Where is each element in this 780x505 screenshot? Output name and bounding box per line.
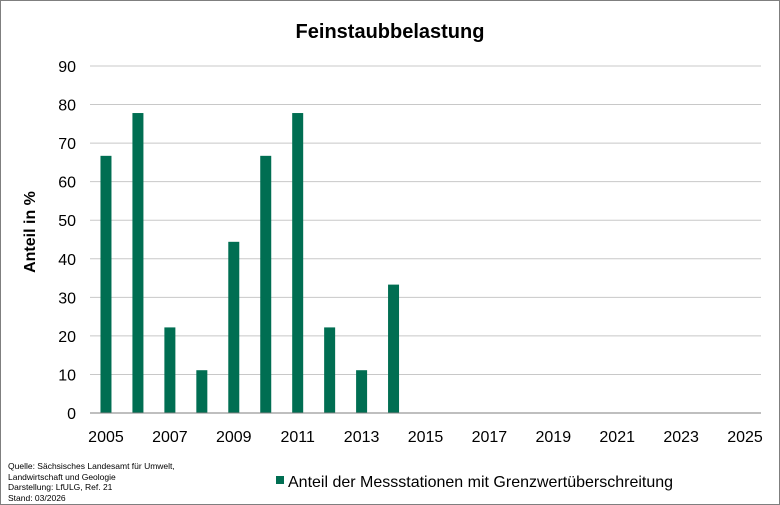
- x-tick-label: 2005: [88, 429, 124, 446]
- x-tick-label: 2019: [536, 429, 572, 446]
- source-line: Stand: 03/2026: [8, 492, 66, 503]
- y-tick-label: 0: [67, 406, 76, 423]
- y-tick-label: 70: [58, 136, 76, 153]
- x-tick-labels: 2005 2007 2009 2011 2013 2015 2017 2019 2021 2023…: [88, 429, 763, 446]
- x-tick-label: 2009: [216, 429, 252, 446]
- bar: [132, 113, 144, 413]
- y-tick-label: 80: [58, 98, 76, 115]
- bars: [100, 113, 400, 413]
- source-line: Darstellung: LfULG, Ref. 21: [8, 482, 113, 492]
- y-tick-labels: 0 10 20 30 40 50 60 70 80 90: [58, 59, 76, 423]
- legend-swatch: [276, 476, 284, 484]
- x-tick-label: 2013: [344, 429, 380, 446]
- gridlines: [90, 65, 761, 375]
- bar: [228, 241, 240, 413]
- bar: [324, 327, 336, 413]
- x-tick-label: 2025: [727, 429, 763, 446]
- x-tick-label: 2023: [663, 429, 699, 446]
- source-note: Quelle: Sächsisches Landesamt für Umwelt…: [8, 461, 248, 503]
- chart-title: Feinstaubbelastung: [296, 21, 485, 43]
- bar: [292, 113, 304, 413]
- y-tick-label: 10: [58, 367, 76, 384]
- bar: [356, 370, 368, 413]
- y-axis-label: Anteil in %: [22, 191, 39, 273]
- x-tick-label: 2015: [408, 429, 444, 446]
- bar: [100, 155, 112, 413]
- x-tick-label: 2011: [280, 429, 315, 446]
- y-tick-label: 50: [58, 213, 76, 230]
- source-line: Quelle: Sächsisches Landesamt für Umwelt…: [8, 461, 175, 471]
- y-tick-label: 20: [58, 329, 76, 346]
- y-tick-label: 60: [58, 175, 76, 192]
- x-tick-label: 2017: [472, 429, 508, 446]
- y-tick-label: 30: [58, 290, 76, 307]
- bar: [196, 370, 208, 413]
- x-tick-label: 2007: [152, 429, 188, 446]
- legend-label: Anteil der Messstationen mit Grenzwertüb…: [288, 474, 673, 491]
- bar: [260, 155, 272, 413]
- x-tick-label: 2021: [599, 429, 635, 446]
- y-tick-label: 40: [58, 252, 76, 269]
- bar: [388, 284, 400, 413]
- bar: [164, 327, 176, 413]
- source-line: Landwirtschaft und Geologie: [8, 471, 116, 482]
- y-tick-label: 90: [58, 59, 76, 76]
